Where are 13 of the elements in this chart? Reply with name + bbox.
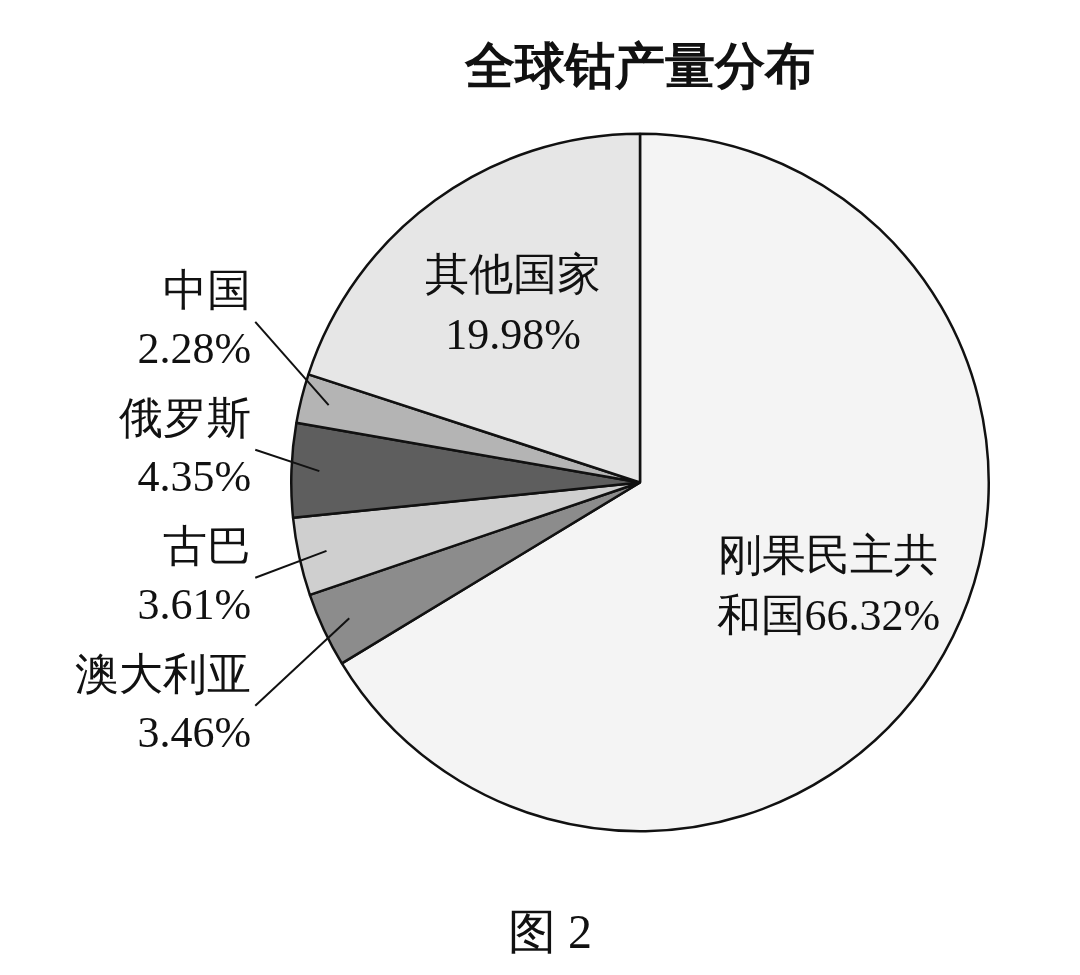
slice-label: 俄罗斯 — [119, 394, 252, 444]
data-label: 3.61% — [137, 580, 252, 630]
chart-title: 全球钴产量分布 — [464, 37, 815, 94]
caption: 图 2 — [508, 904, 592, 958]
slice-label: 澳大利亚 — [75, 650, 252, 700]
slice-label: 其他国家 — [425, 250, 602, 300]
data-label: 3.46% — [137, 708, 252, 758]
slice-label: 古巴 — [163, 522, 252, 572]
data-label: 2.28% — [137, 324, 252, 374]
data-label: 19.98% — [445, 310, 581, 360]
data-label: 4.35% — [137, 452, 252, 502]
slice-label: 刚果民主共和国66.32% — [716, 531, 941, 641]
slice-label: 中国 — [163, 266, 252, 316]
